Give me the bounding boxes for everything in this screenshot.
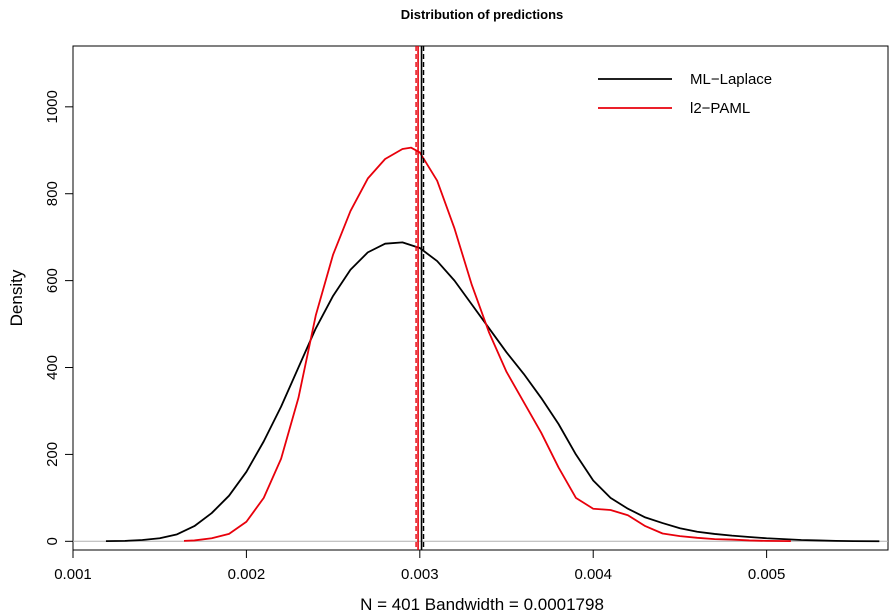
y-tick-label: 800 xyxy=(44,181,61,206)
legend-label-0: ML−Laplace xyxy=(690,71,772,88)
y-tick-label: 400 xyxy=(44,355,61,380)
y-tick-label: 600 xyxy=(44,268,61,293)
legend: ML−Laplace l2−PAML xyxy=(598,71,772,117)
x-axis: 0.001 0.002 0.003 0.004 0.005 xyxy=(54,549,786,583)
x-tick-label: 0.001 xyxy=(54,566,92,583)
x-tick-label: 0.004 xyxy=(574,566,612,583)
series-layer xyxy=(105,146,880,543)
x-tick-label: 0.003 xyxy=(401,566,439,583)
y-axis: 0 200 400 600 800 1000 xyxy=(44,90,74,545)
series-line-1 xyxy=(183,146,791,542)
y-tick-label: 200 xyxy=(44,442,61,467)
chart-title: Distribution of predictions xyxy=(401,7,564,22)
y-axis-label: Density xyxy=(7,269,26,326)
legend-label-1: l2−PAML xyxy=(690,100,750,117)
x-tick-label: 0.005 xyxy=(748,566,786,583)
series-line-0 xyxy=(105,241,880,543)
x-tick-label: 0.002 xyxy=(228,566,266,583)
plot-frame xyxy=(72,45,889,551)
mean-lines xyxy=(415,46,425,550)
x-axis-label: N = 401 Bandwidth = 0.0001798 xyxy=(360,595,604,614)
y-tick-label: 1000 xyxy=(44,90,61,123)
y-tick-label: 0 xyxy=(44,537,61,545)
